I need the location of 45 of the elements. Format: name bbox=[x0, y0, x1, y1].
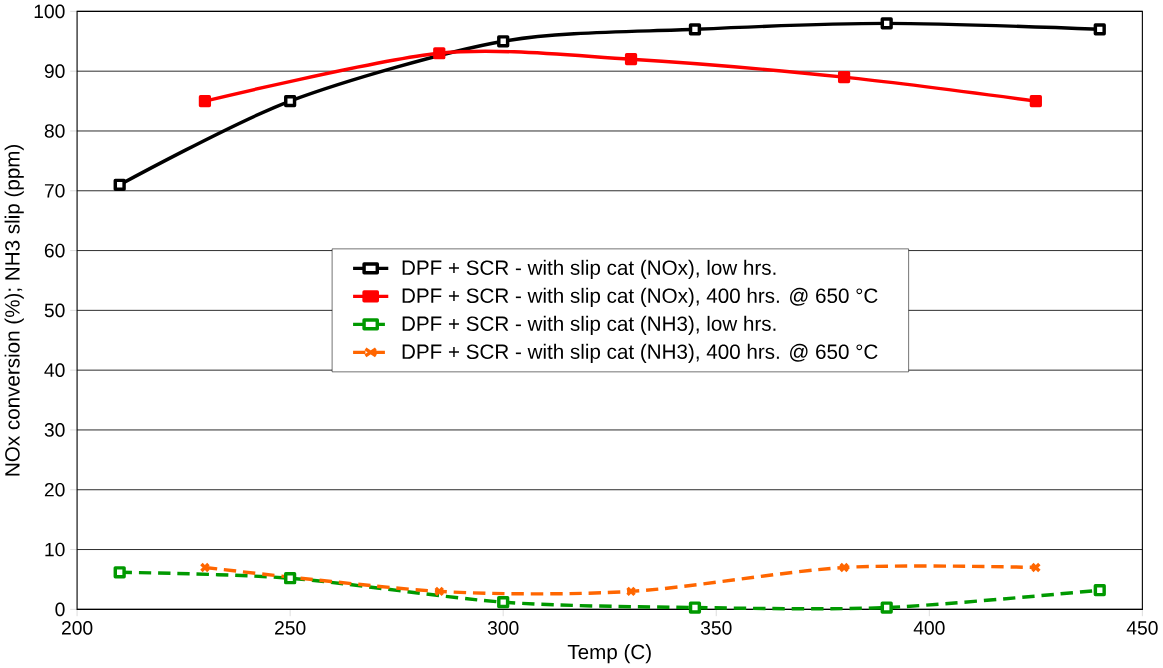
legend-label: DPF + SCR - with slip cat (NH3), low hrs. bbox=[402, 315, 776, 336]
point bbox=[837, 71, 851, 84]
legend-label: DPF + SCR - with slip cat (NOx), 400 hrs. @ 650 °C bbox=[402, 287, 878, 308]
y-tick-label: 20 bbox=[44, 482, 65, 497]
x-tick-label: 350 bbox=[700, 621, 732, 635]
y-tick-label: 70 bbox=[44, 183, 65, 198]
point bbox=[198, 94, 212, 108]
point bbox=[284, 94, 297, 108]
point bbox=[880, 601, 893, 614]
legend-label: DPF + SCR - with slip cat (NH3), 400 hrs. @ 650 °C bbox=[402, 343, 878, 364]
point bbox=[199, 562, 211, 573]
x-tick-label: 300 bbox=[487, 621, 519, 635]
x-axis-title: Temp (C) bbox=[567, 644, 651, 664]
y-tick-label: 100 bbox=[34, 4, 65, 19]
point bbox=[1029, 94, 1042, 108]
y-tick-label: 0 bbox=[55, 602, 65, 617]
point bbox=[434, 586, 445, 597]
x-tick-label: 250 bbox=[275, 621, 306, 635]
y-tick-label: 90 bbox=[44, 64, 65, 79]
point bbox=[113, 566, 126, 579]
x-tick-label: 450 bbox=[1126, 621, 1158, 635]
x-tick-label: 400 bbox=[913, 621, 945, 635]
point bbox=[284, 572, 297, 585]
point bbox=[497, 35, 510, 48]
y-tick-label: 10 bbox=[45, 542, 65, 557]
legend-label: DPF + SCR - with slip cat (NOx), low hrs. bbox=[402, 259, 776, 280]
point bbox=[497, 596, 510, 609]
y-tick-label: 80 bbox=[44, 124, 65, 138]
x-tick-label: 200 bbox=[61, 621, 93, 635]
y-axis-title: NOx conversion (%); NH3 slip (ppm) bbox=[4, 145, 24, 476]
y-tick-label: 50 bbox=[44, 303, 65, 318]
y-tick-label: 60 bbox=[44, 243, 65, 258]
point bbox=[625, 586, 637, 597]
point bbox=[1030, 562, 1042, 573]
point bbox=[688, 23, 702, 36]
y-tick-label: 30 bbox=[44, 423, 65, 437]
point bbox=[838, 562, 850, 573]
point bbox=[113, 178, 126, 191]
point bbox=[1093, 584, 1106, 597]
y-tick-label: 40 bbox=[44, 363, 65, 377]
point bbox=[880, 17, 893, 30]
point bbox=[688, 601, 702, 614]
point bbox=[1093, 23, 1106, 36]
point bbox=[624, 53, 638, 66]
point bbox=[433, 47, 446, 60]
